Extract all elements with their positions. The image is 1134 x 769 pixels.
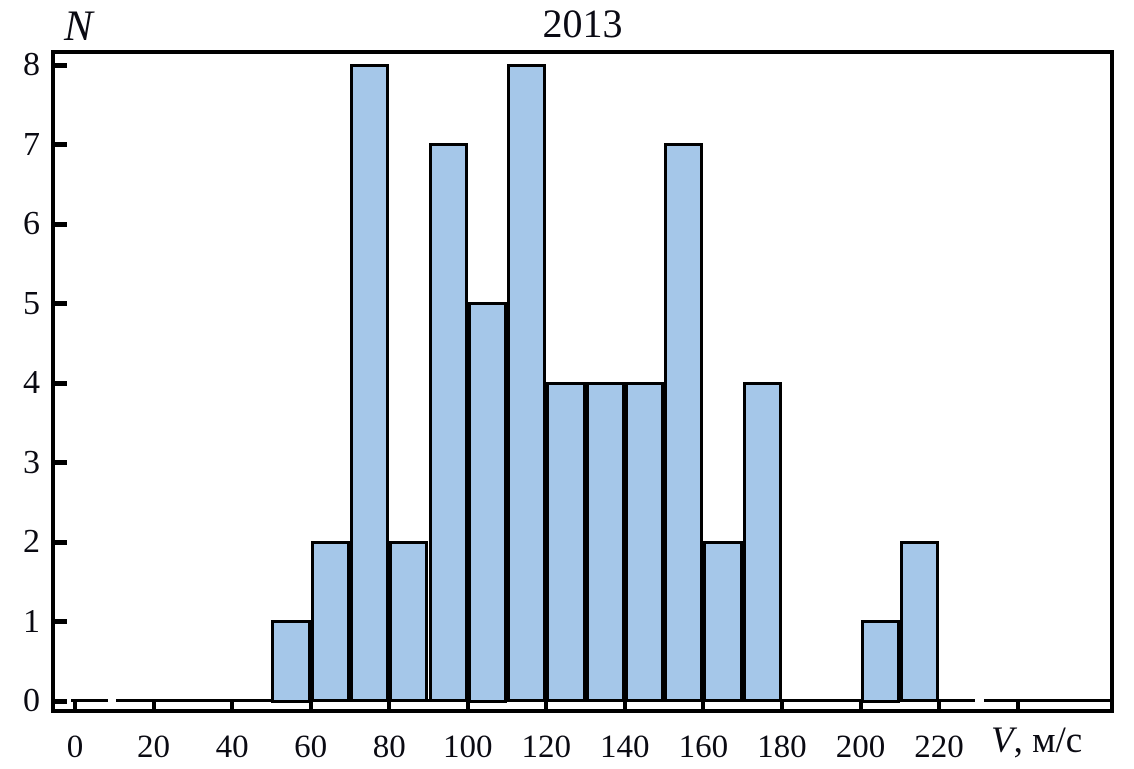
histogram-bar-110-120 bbox=[507, 63, 547, 703]
x-axis-tick-label-140: 140 bbox=[600, 729, 650, 765]
histogram-bar-210-220 bbox=[899, 540, 939, 703]
y-axis-tick-label-6: 6 bbox=[23, 205, 40, 243]
histogram-bar-120-130 bbox=[546, 381, 586, 703]
x-axis-tick-180 bbox=[779, 701, 784, 711]
x-axis-tick-240 bbox=[1015, 701, 1020, 711]
x-axis-tick-220 bbox=[937, 701, 941, 711]
x-axis-tick-label-200: 200 bbox=[835, 729, 886, 765]
x-axis-tick-label-160: 160 bbox=[678, 729, 729, 765]
zero-baseline-dash-gap bbox=[108, 698, 116, 703]
y-axis-title: N bbox=[64, 3, 93, 50]
x-axis-variable: V bbox=[991, 720, 1014, 761]
histogram-bar-70-80 bbox=[349, 63, 390, 703]
x-axis-unit: , м/с bbox=[1013, 720, 1083, 761]
x-axis-tick-label-220: 220 bbox=[914, 729, 964, 765]
x-axis-tick-label-20: 20 bbox=[137, 729, 170, 765]
x-axis-tick-140 bbox=[622, 701, 627, 711]
y-axis-tick-3 bbox=[55, 460, 67, 466]
histogram-bar-130-140 bbox=[585, 381, 625, 703]
y-axis-tick-6 bbox=[55, 221, 67, 227]
x-axis-tick-label-180: 180 bbox=[757, 729, 807, 765]
y-axis-tick-4 bbox=[55, 380, 67, 386]
histogram-bar-60-70 bbox=[310, 540, 350, 703]
y-axis-tick-label-3: 3 bbox=[23, 443, 40, 481]
x-axis-tick-40 bbox=[230, 701, 235, 711]
y-axis-tick-0 bbox=[55, 698, 67, 704]
y-axis-tick-5 bbox=[55, 301, 67, 307]
x-axis-tick-20 bbox=[151, 701, 156, 711]
y-axis-tick-label-2: 2 bbox=[23, 523, 40, 561]
x-axis-title: V, м/с bbox=[991, 721, 1082, 761]
x-axis-tick-200 bbox=[858, 701, 863, 711]
histogram-bar-80-90 bbox=[389, 540, 429, 703]
x-axis-tick-label-0: 0 bbox=[66, 729, 84, 765]
y-axis-tick-8 bbox=[55, 62, 67, 68]
y-axis-tick-label-8: 8 bbox=[23, 46, 40, 84]
x-axis-tick-120 bbox=[544, 701, 549, 711]
x-axis-tick-label-100: 100 bbox=[442, 729, 493, 765]
x-axis-tick-0 bbox=[73, 701, 77, 711]
histogram-bar-150-160 bbox=[664, 143, 704, 703]
y-axis-tick-label-7: 7 bbox=[23, 125, 40, 163]
y-axis-tick-label-0: 0 bbox=[23, 682, 40, 719]
y-axis-tick-2 bbox=[55, 539, 67, 545]
x-axis-tick-label-40: 40 bbox=[215, 729, 249, 765]
y-axis-tick-label-1: 1 bbox=[23, 602, 40, 640]
x-axis-tick-100 bbox=[465, 701, 470, 711]
y-axis-tick-1 bbox=[55, 619, 67, 624]
x-axis-tick-60 bbox=[308, 701, 313, 711]
x-axis-tick-label-120: 120 bbox=[521, 729, 572, 765]
histogram-bar-140-150 bbox=[624, 381, 665, 703]
x-axis-tick-label-60: 60 bbox=[294, 729, 328, 765]
histogram-bar-100-110 bbox=[467, 302, 507, 703]
x-axis-tick-80 bbox=[387, 701, 392, 711]
x-axis-tick-160 bbox=[701, 701, 706, 711]
y-axis-tick-label-4: 4 bbox=[23, 364, 40, 402]
chart-title: 2013 bbox=[542, 1, 623, 46]
histogram-bar-160-170 bbox=[703, 540, 743, 703]
x-axis-tick-label-80: 80 bbox=[372, 729, 406, 765]
histogram-bar-90-100 bbox=[428, 143, 468, 703]
histogram-bar-50-60 bbox=[271, 620, 311, 703]
y-axis-tick-7 bbox=[55, 142, 67, 148]
zero-baseline-dash-gap bbox=[63, 698, 71, 703]
y-axis-tick-label-5: 5 bbox=[23, 284, 40, 322]
histogram-bar-200-210 bbox=[860, 620, 900, 703]
zero-baseline-dash-gap bbox=[975, 698, 984, 703]
plot-frame bbox=[51, 50, 1114, 713]
histogram-bar-170-180 bbox=[742, 381, 782, 703]
